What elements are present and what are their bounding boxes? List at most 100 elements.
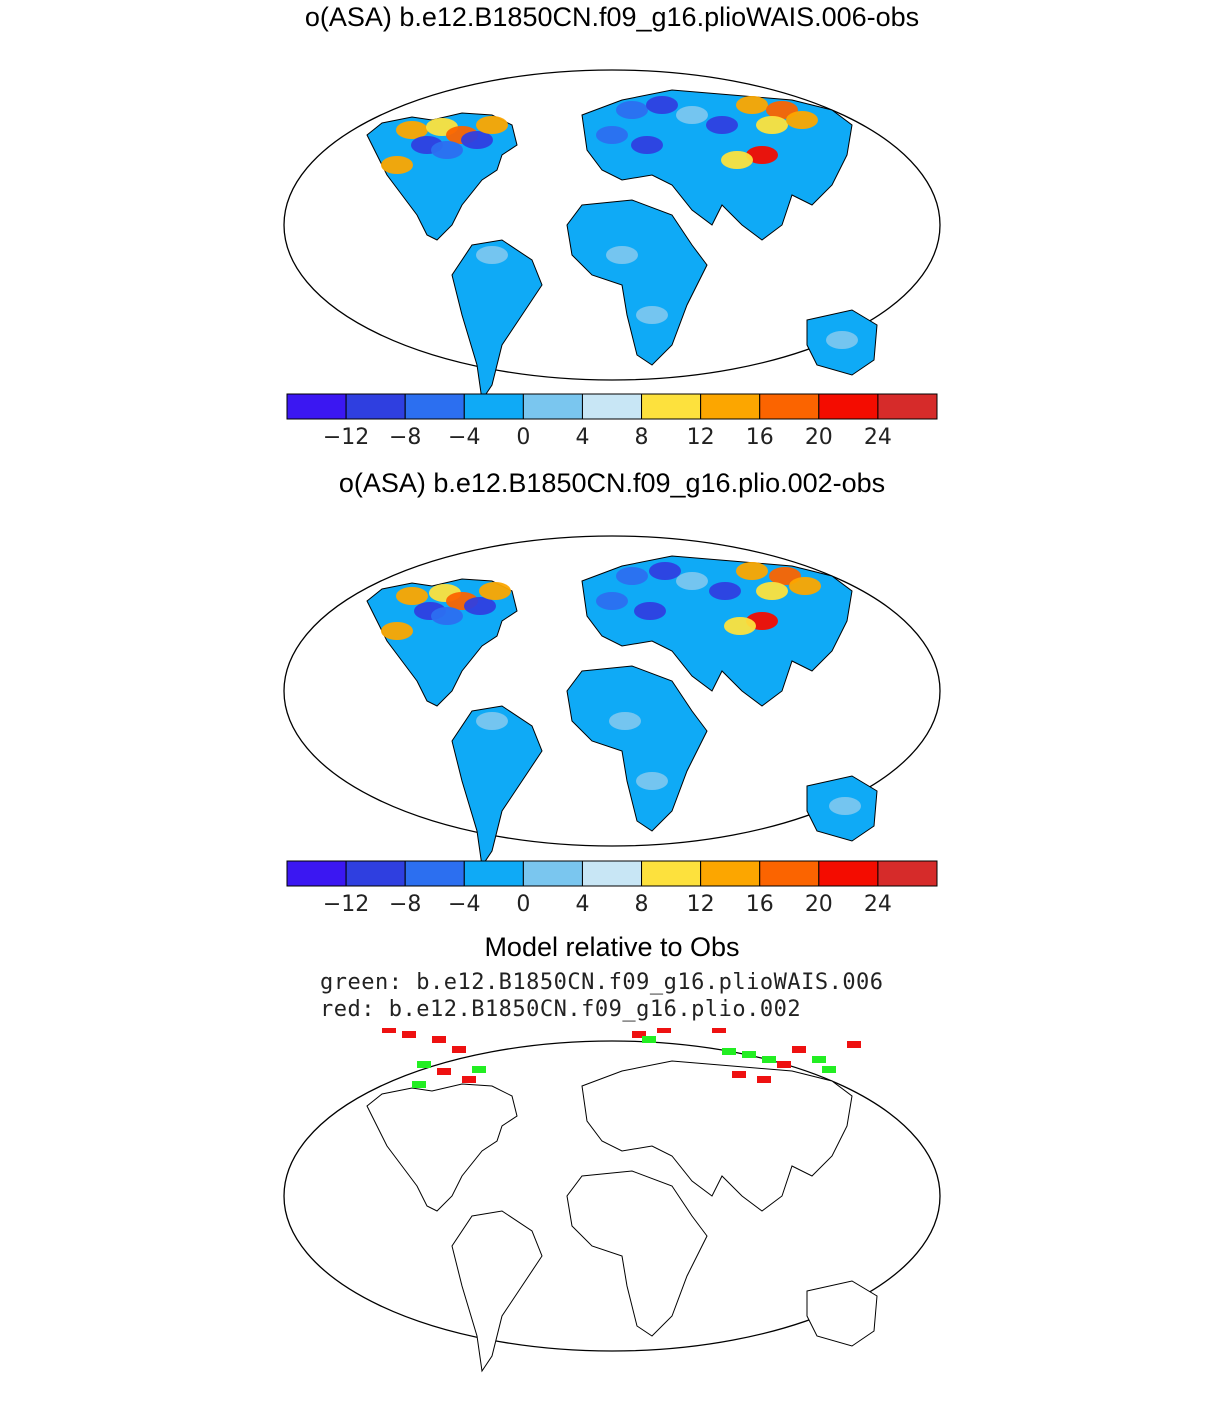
continents	[366, 555, 878, 868]
red-mark	[452, 1046, 466, 1053]
anomaly-patch	[636, 772, 668, 790]
anomaly-patch	[786, 111, 818, 129]
anomaly-patch	[756, 116, 788, 134]
colorbar-swatch	[463, 393, 524, 420]
continent-southAmerica	[451, 1210, 543, 1373]
colorbar-tick-label: −12	[323, 892, 369, 917]
map-panel-3	[283, 1028, 941, 1373]
green-mark	[472, 1066, 486, 1073]
red-mark	[777, 1061, 791, 1068]
anomaly-patch	[789, 577, 821, 595]
red-mark	[632, 1031, 646, 1038]
colorbar-swatch	[818, 860, 879, 887]
anomaly-patch	[596, 592, 628, 610]
green-mark	[722, 1048, 736, 1055]
continents	[366, 1060, 878, 1373]
anomaly-patch	[634, 602, 666, 620]
colorbar-swatch	[522, 860, 583, 887]
colorbar-tick-label: 8	[635, 892, 649, 917]
anomaly-patch	[736, 96, 768, 114]
colorbar-tick-label: 20	[805, 892, 833, 917]
anomaly-patch	[616, 101, 648, 119]
colorbar-swatch	[877, 393, 938, 420]
anomaly-patch	[616, 567, 648, 585]
red-mark	[382, 1028, 396, 1033]
anomaly-patch	[829, 797, 861, 815]
red-mark	[437, 1068, 451, 1075]
anomaly-patch	[396, 121, 428, 139]
anomaly-patch	[596, 126, 628, 144]
colorbar-swatch	[877, 860, 938, 887]
legend-green: green: b.e12.B1850CN.f09_g16.plioWAIS.00…	[320, 970, 884, 995]
green-mark	[742, 1051, 756, 1058]
colorbar-swatch	[581, 393, 643, 420]
anomaly-patch	[431, 607, 463, 625]
anomaly-patch	[479, 582, 511, 600]
colorbar-swatch	[404, 393, 465, 420]
anomaly-patch	[476, 712, 508, 730]
red-mark	[657, 1028, 671, 1033]
colorbar-tick-label: −8	[389, 892, 421, 917]
green-mark	[642, 1036, 656, 1043]
colorbar-swatch	[286, 393, 347, 420]
colorbar-tick-label: −12	[323, 425, 369, 450]
green-mark	[417, 1061, 431, 1068]
anomaly-patch	[676, 106, 708, 124]
anomaly-patch	[476, 246, 508, 264]
continent-northAmerica	[366, 1083, 518, 1212]
colorbar-swatch	[759, 860, 820, 887]
continent-australia	[806, 1280, 878, 1347]
map-title-2: o(ASA) b.e12.B1850CN.f09_g16.plio.002-ob…	[338, 468, 886, 498]
anomaly-patch	[381, 622, 413, 640]
anomaly-patch	[636, 306, 668, 324]
colorbar-tick-label: −4	[448, 425, 480, 450]
green-mark	[412, 1081, 426, 1088]
colorbar-tick-label: 16	[746, 425, 774, 450]
colorbar-swatch	[345, 860, 406, 887]
colorbar-tick-label: 16	[746, 892, 774, 917]
colorbar-swatch	[404, 860, 465, 887]
red-mark	[462, 1076, 476, 1083]
green-mark	[812, 1056, 826, 1063]
colorbar-tick-label: 8	[635, 425, 649, 450]
red-mark	[757, 1076, 771, 1083]
map-title-1: o(ASA) b.e12.B1850CN.f09_g16.plioWAIS.00…	[304, 2, 920, 32]
colorbar-swatch	[581, 860, 643, 887]
red-mark	[792, 1046, 806, 1053]
colorbar-swatch	[463, 860, 524, 887]
red-mark	[432, 1036, 446, 1043]
continent-eurasia	[581, 1060, 853, 1212]
continent-southAmerica	[451, 239, 543, 402]
anomaly-patch	[431, 141, 463, 159]
colorbar-swatch	[759, 393, 820, 420]
red-mark	[847, 1041, 861, 1048]
colorbar-swatch	[286, 860, 347, 887]
colorbar-1: −12 −8 −4 0 4 8 12 16 20 24	[286, 393, 938, 450]
anomaly-patch	[676, 572, 708, 590]
anomaly-patch	[736, 562, 768, 580]
anomaly-patch	[631, 136, 663, 154]
anomaly-patch	[646, 96, 678, 114]
anomaly-patch	[724, 617, 756, 635]
colorbar-swatch	[700, 393, 761, 420]
anomaly-patch	[606, 246, 638, 264]
colorbar-tick-label: 24	[864, 892, 892, 917]
red-mark	[402, 1031, 416, 1038]
anomaly-patch	[464, 597, 496, 615]
map-panel-1	[283, 69, 941, 402]
colorbar-tick-label: 12	[687, 892, 715, 917]
colorbar-tick-label: 20	[805, 425, 833, 450]
continents	[366, 89, 878, 402]
green-mark	[822, 1066, 836, 1073]
anomaly-patch	[706, 116, 738, 134]
anomaly-patch	[461, 131, 493, 149]
colorbar-tick-label: 0	[516, 892, 530, 917]
colorbar-tick-label: 4	[575, 425, 589, 450]
colorbar-2: −12 −8 −4 0 4 8 12 16 20 24	[286, 860, 938, 917]
colorbar-tick-label: −8	[389, 425, 421, 450]
continent-africa	[566, 665, 708, 832]
colorbar-swatch	[700, 860, 761, 887]
colorbar-swatch	[641, 393, 702, 420]
anomaly-patch	[476, 116, 508, 134]
red-mark	[732, 1071, 746, 1078]
